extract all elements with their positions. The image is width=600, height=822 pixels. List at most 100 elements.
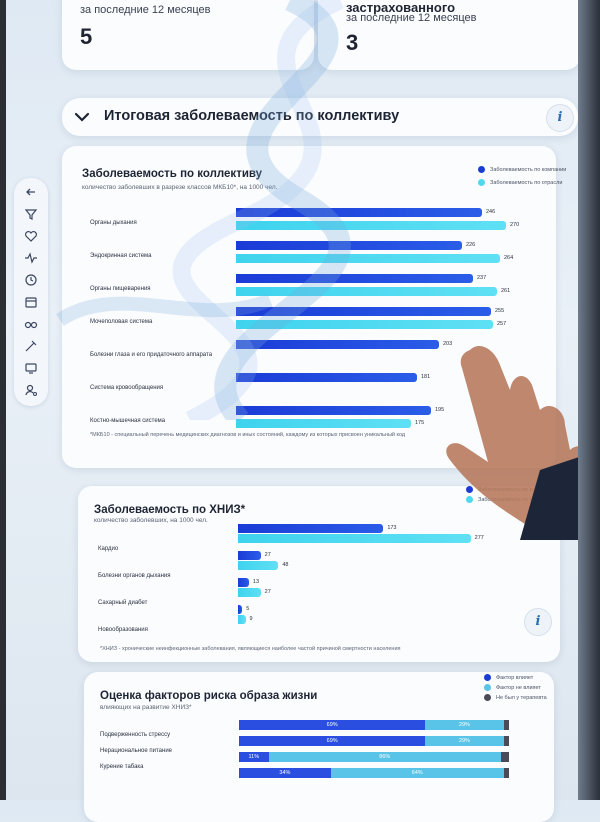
info-button[interactable]: i [546, 104, 574, 132]
bar-company [238, 524, 384, 533]
person-settings-icon[interactable] [23, 382, 39, 398]
bar-segment: 11% [239, 752, 269, 762]
bar-value-label: 173 [387, 525, 397, 531]
chart-title: Заболеваемость по ХНИЗ* [94, 504, 246, 516]
bar-company [238, 578, 249, 587]
bar-company [236, 373, 417, 382]
screen-bezel-left [0, 0, 6, 800]
syringe-icon[interactable] [23, 338, 39, 354]
bar-value-label: 203 [443, 341, 453, 347]
glasses-icon[interactable] [23, 316, 39, 332]
monitor-icon[interactable] [23, 360, 39, 376]
bar-company [238, 551, 261, 560]
bar-segment: 29% [425, 736, 504, 746]
bar-value-label: 255 [495, 308, 505, 314]
chart-subtitle: влияющих на развитие ХНИЗ* [100, 704, 192, 711]
sidebar [14, 178, 48, 406]
chart-footnote: *МКБ10 - специальный перечень медицински… [90, 432, 406, 438]
stat-label: за последние 12 месяцев [346, 12, 477, 24]
bar-value-label: 264 [504, 255, 514, 261]
category-label: Курение табака [100, 764, 144, 770]
legend-swatch [484, 694, 491, 701]
category-label: Новообразования [98, 627, 148, 633]
category-label: Костно-мышечная система [90, 418, 166, 424]
category-label: Мочеполовая система [90, 319, 153, 325]
bar-value-label: 9 [249, 616, 253, 622]
bar-value-label: 27 [264, 589, 271, 595]
bar-value-label: 246 [486, 209, 496, 215]
bar-value-label: 237 [477, 275, 487, 281]
bar-segment [503, 736, 509, 746]
bar-value-label: 5 [246, 606, 250, 612]
section-header[interactable]: Итоговая заболеваемость по коллективу i [62, 98, 578, 136]
legend-swatch [478, 179, 485, 186]
bar-company [236, 274, 473, 283]
legend-swatch [478, 166, 485, 173]
category-label: Болезни органов дыхания [98, 573, 171, 579]
category-label: Сахарный диабет [98, 600, 148, 606]
bar-value-label: 27 [264, 552, 271, 558]
bar-value-label: 175 [415, 420, 425, 426]
stat-card-1: за последние 12 месяцев 5 [62, 0, 314, 70]
stat-title: застрахованного [346, 0, 456, 15]
category-label: Эндокринная система [90, 253, 152, 259]
legend-factor-not-affects: Фактор не влияет [484, 684, 541, 691]
bar-segment: 69% [239, 720, 426, 730]
stat-label: за последние 12 месяцев [80, 4, 211, 16]
legend-factor-affects: Фактор влияет [484, 674, 533, 681]
stat-value: 3 [346, 30, 359, 55]
category-label: Болезни глаза и его придаточного аппарат… [90, 352, 213, 358]
bar-industry [238, 615, 246, 624]
legend-company: Заболеваемость по компании [478, 166, 566, 173]
bar-value-label: 13 [252, 579, 260, 585]
bar-company [236, 241, 462, 250]
bar-industry [236, 419, 411, 428]
legend-label: Фактор влияет [496, 674, 534, 681]
legend-company: Заболеваемость по компании [466, 486, 554, 493]
info-button[interactable]: i [524, 608, 552, 636]
screen-bezel-right [578, 0, 600, 800]
legend-label: Фактор не влияет [496, 684, 541, 691]
bar-value-label: 261 [501, 288, 511, 294]
legend-industry: Заболеваемость по отрасли [466, 496, 550, 503]
chart-footnote: *ХНИЗ - хронические неинфекционные забол… [100, 646, 401, 652]
category-label: Система кровообращения [90, 385, 164, 391]
pulse-icon[interactable] [23, 250, 39, 266]
bar-segment [503, 768, 509, 778]
bar-value-label: 195 [435, 407, 445, 413]
calendar-icon[interactable] [23, 294, 39, 310]
stacked-bar-row: 69% 29% [239, 720, 509, 730]
bar-industry [236, 287, 497, 296]
legend-label: Заболеваемость по компании [490, 166, 567, 173]
filter-icon[interactable] [23, 206, 39, 222]
category-label: Органы пищеварения [90, 286, 151, 292]
legend-swatch [466, 496, 473, 503]
bar-company [236, 208, 482, 217]
bar-value-label: 48 [282, 562, 289, 568]
stacked-bar-row: 11% 86% [239, 752, 509, 762]
bar-industry [236, 320, 493, 329]
legend-label: Заболеваемость по отрасли [490, 179, 563, 186]
legend-swatch [484, 684, 491, 691]
chart-card-collective: Заболеваемость по коллективу количество … [62, 146, 566, 468]
back-arrow-icon[interactable] [23, 184, 39, 200]
legend-no-visit: Не был у терапевта [484, 694, 547, 701]
legend-swatch [466, 486, 473, 493]
chart-card-hniz: Заболеваемость по ХНИЗ* количество забол… [78, 486, 560, 662]
bar-company [238, 605, 243, 614]
chart-subtitle: количество заболевших, на 1000 чел. [94, 517, 208, 524]
category-label: Нерациональное питание [100, 748, 173, 754]
bar-company [236, 406, 431, 415]
bar-industry [238, 561, 279, 570]
bar-value-label: 277 [474, 535, 484, 541]
heart-icon[interactable] [23, 228, 39, 244]
bar-segment: 69% [239, 736, 426, 746]
chevron-down-icon[interactable] [72, 107, 92, 127]
clock-icon[interactable] [23, 272, 39, 288]
bar-segment: 29% [425, 720, 504, 730]
category-label: Органы дыхания [90, 220, 137, 226]
stat-card-2: застрахованного за последние 12 месяцев … [318, 0, 580, 70]
bar-value-label: 270 [510, 222, 520, 228]
bar-segment: 34% [239, 768, 331, 778]
bar-industry [236, 221, 506, 230]
